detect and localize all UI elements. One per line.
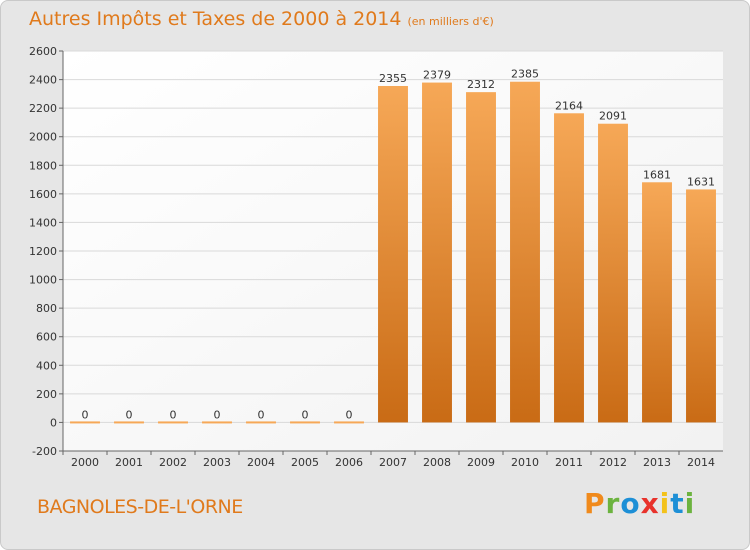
x-tick-label: 2005 bbox=[291, 456, 319, 469]
chart-title: Autres Impôts et Taxes de 2000 à 2014 (en… bbox=[29, 8, 494, 30]
data-label: 0 bbox=[82, 408, 89, 421]
x-tick-label: 2009 bbox=[467, 456, 495, 469]
x-axis-ticks: 2000 2001 2002 2003 2004 2005 2006 2007 2008 2009… bbox=[62, 451, 715, 469]
y-tick-label: 600 bbox=[36, 331, 57, 344]
bar bbox=[158, 421, 188, 424]
x-tick-label: 2010 bbox=[511, 456, 539, 469]
data-label: 0 bbox=[214, 408, 221, 421]
x-tick-label: 2006 bbox=[335, 456, 363, 469]
data-label: 2379 bbox=[423, 69, 451, 82]
x-tick-label: 2003 bbox=[203, 456, 231, 469]
y-tick-label: 1400 bbox=[29, 216, 57, 229]
bar bbox=[466, 92, 496, 423]
y-tick-label: 0 bbox=[50, 416, 57, 429]
bar bbox=[334, 421, 364, 424]
y-tick-label: 1800 bbox=[29, 159, 57, 172]
x-tick-label: 2001 bbox=[115, 456, 143, 469]
data-label: 0 bbox=[126, 408, 133, 421]
bar bbox=[70, 421, 100, 424]
data-label: 1631 bbox=[687, 175, 715, 188]
x-tick-label: 2007 bbox=[379, 456, 407, 469]
logo-letter: r bbox=[605, 487, 621, 520]
x-tick-label: 2004 bbox=[247, 456, 275, 469]
x-tick-label: 2014 bbox=[687, 456, 715, 469]
x-tick-label: 2013 bbox=[643, 456, 671, 469]
bar bbox=[642, 182, 672, 423]
y-tick-label: 2400 bbox=[29, 74, 57, 87]
chart-title-text: Autres Impôts et Taxes de 2000 à 2014 bbox=[29, 8, 402, 30]
y-tick-label: 1200 bbox=[29, 245, 57, 258]
place-label: BAGNOLES-DE-L'ORNE bbox=[37, 496, 243, 518]
y-axis-ticks: -200 0 200 400 600 800 1000 1200 1400 1600 1800 200… bbox=[29, 45, 723, 458]
bar bbox=[114, 421, 144, 424]
data-label: 0 bbox=[346, 408, 353, 421]
y-tick-label: -200 bbox=[32, 445, 57, 458]
data-labels: 0 0 0 0 0 0 0 2355 2379 2312 2385 2164 2091 1681 1631 bbox=[82, 68, 716, 422]
data-label: 2164 bbox=[555, 99, 583, 112]
y-tick-label: 200 bbox=[36, 388, 57, 401]
data-label: 1681 bbox=[643, 168, 671, 181]
bar bbox=[246, 421, 276, 424]
y-tick-label: 800 bbox=[36, 302, 57, 315]
proxiti-logo[interactable]: Proxiti bbox=[584, 487, 695, 520]
y-tick-label: 1600 bbox=[29, 188, 57, 201]
bar bbox=[290, 421, 320, 424]
data-label: 2355 bbox=[379, 72, 407, 85]
data-label: 2091 bbox=[599, 110, 627, 123]
x-tick-label: 2002 bbox=[159, 456, 187, 469]
bar bbox=[686, 189, 716, 423]
logo-letter: t bbox=[670, 487, 685, 520]
logo-letter: o bbox=[620, 487, 641, 520]
logo-letter: P bbox=[584, 487, 606, 520]
data-label: 0 bbox=[170, 408, 177, 421]
bar bbox=[378, 86, 408, 423]
chart-unit-note: (en milliers d'€) bbox=[407, 15, 494, 28]
bar bbox=[422, 82, 452, 423]
y-tick-label: 2200 bbox=[29, 102, 57, 115]
x-tick-label: 2000 bbox=[71, 456, 99, 469]
logo-letter: i bbox=[684, 487, 696, 520]
x-tick-label: 2012 bbox=[599, 456, 627, 469]
bar bbox=[510, 81, 540, 423]
bars bbox=[70, 81, 716, 424]
data-label: 2385 bbox=[511, 68, 539, 81]
y-tick-label: 1000 bbox=[29, 274, 57, 287]
bar bbox=[202, 421, 232, 424]
data-label: 0 bbox=[258, 408, 265, 421]
bar bbox=[554, 113, 584, 423]
y-tick-label: 2000 bbox=[29, 131, 57, 144]
bar bbox=[598, 123, 628, 423]
y-tick-label: 2600 bbox=[29, 45, 57, 58]
logo-letter: x bbox=[640, 487, 660, 520]
y-tick-label: 400 bbox=[36, 359, 57, 372]
logo-letter: i bbox=[659, 487, 671, 520]
x-tick-label: 2011 bbox=[555, 456, 583, 469]
data-label: 0 bbox=[302, 408, 309, 421]
data-label: 2312 bbox=[467, 78, 495, 91]
x-tick-label: 2008 bbox=[423, 456, 451, 469]
